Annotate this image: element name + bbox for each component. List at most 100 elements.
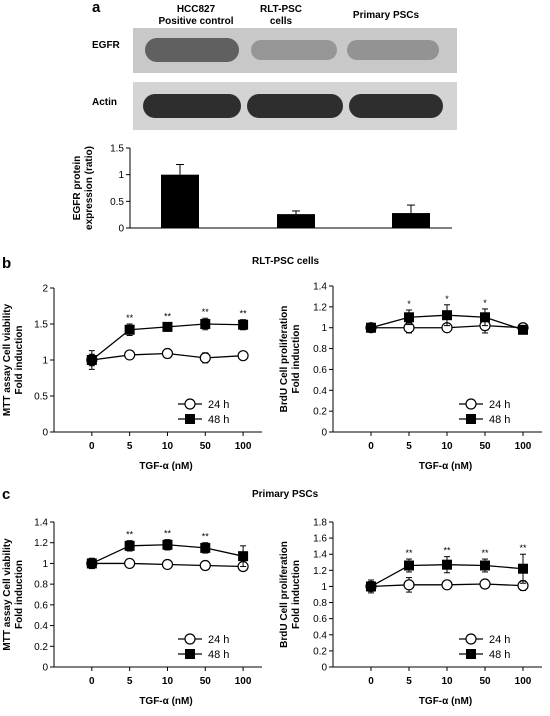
y-tick-label: 0.8 [34, 580, 48, 591]
y-tick-label: 1 [42, 356, 48, 367]
x-tick-label: 0 [89, 441, 95, 452]
primary-brdu-chart: 0 0.2 0.4 0.6 0.8 1 1.2 1.4 1.6 1.8 0 5 10 50 100 TGF-α… [279, 518, 542, 707]
y-axis-label: MTT assay Cell viabilityFold induction [2, 538, 25, 651]
panel-b-letter: b [2, 255, 12, 272]
y-tick-label: 0.2 [313, 646, 327, 657]
y-tick-label: 0.2 [313, 407, 327, 418]
x-tick-label: 50 [479, 676, 491, 687]
y-tick-label: 2 [42, 284, 48, 295]
x-tick-label: 5 [406, 441, 412, 452]
y-tick-label: 0.5 [34, 392, 48, 403]
point-circle [479, 578, 491, 590]
point-square [162, 539, 173, 550]
significance-marker: * [483, 298, 487, 308]
y-tick-label: 0.2 [34, 642, 48, 653]
y-tick-label: 0.6 [313, 614, 327, 625]
rlt-mtt-chart: 0 0.5 1 1.5 2 0 5 10 50 100 TGF-α (nM) MTT assay Ce… [2, 284, 262, 472]
y-tick-label: 1.5 [34, 320, 48, 331]
x-axis-label: TGF-α (nM) [419, 461, 472, 472]
y-tick-label: 1 [118, 170, 124, 181]
significance-marker: ** [202, 532, 210, 542]
y-tick-label: 1 [321, 323, 327, 334]
x-tick-label: 100 [515, 676, 532, 687]
y-tick-label: 0 [321, 428, 327, 439]
point-square [86, 558, 97, 569]
y-tick-label: 1 [42, 559, 48, 570]
y-tick-label: 0 [42, 663, 48, 674]
y-axis-label: EGFR proteinexpression (ratio) [72, 146, 95, 230]
y-tick-label: 0.8 [313, 598, 327, 609]
y-tick-label: 1.5 [110, 144, 124, 155]
y-tick-label: 0 [42, 428, 48, 439]
lane-label-primary-pscs: Primary PSCs [352, 10, 420, 21]
point-circle [441, 579, 453, 591]
lane-label-hcc827: HCC827 Positive control [158, 4, 234, 27]
point-square [200, 319, 211, 329]
legend-label: 24 h [208, 634, 229, 646]
x-tick-label: 50 [200, 441, 212, 452]
point-circle [237, 350, 249, 362]
rlt-brdu-chart: 0 0.2 0.4 0.6 0.8 1 1.2 1.4 0 5 10 50 100 TGF-α (nM) B… [279, 282, 542, 472]
legend-marker-circle [184, 633, 196, 645]
x-tick-label: 50 [200, 676, 212, 687]
significance-marker: ** [481, 548, 489, 558]
significance-marker: ** [126, 530, 134, 540]
y-tick-label: 1.6 [313, 534, 327, 545]
egfr-blot [133, 28, 457, 73]
significance-marker: ** [519, 543, 527, 553]
legend-marker-circle [465, 633, 477, 645]
y-tick-label: 1.2 [313, 302, 327, 313]
y-axis-label: BrdU Cell proliferationFold induction [279, 306, 302, 413]
x-tick-label: 100 [235, 676, 252, 687]
point-circle [161, 558, 174, 571]
legend-marker-square [185, 649, 195, 659]
legend-label: 48 h [208, 414, 229, 426]
legend-label: 48 h [208, 649, 229, 661]
legend-label: 24 h [208, 399, 229, 411]
actin-band-primary-pscs [349, 94, 443, 118]
x-tick-label: 10 [162, 676, 174, 687]
blot-label-egfr: EGFR [92, 40, 120, 51]
y-axis-label: MTT assay Cell viabilityFold induction [2, 303, 25, 416]
point-square [442, 310, 452, 321]
point-circle [124, 349, 136, 361]
legend-label: 24 h [489, 399, 510, 411]
y-tick-label: 1.4 [313, 282, 327, 293]
y-tick-label: 0.8 [313, 344, 327, 355]
legend-marker-square [466, 414, 476, 424]
point-square [238, 551, 249, 562]
y-tick-label: 0.5 [110, 197, 124, 208]
significance-marker: ** [202, 307, 210, 317]
point-square [124, 324, 135, 335]
point-square [442, 559, 452, 570]
actin-band-rlt-psc [247, 94, 343, 118]
egfr-band-primary-pscs [347, 40, 439, 60]
significance-marker: ** [164, 529, 172, 539]
lane-label-rlt-psc: RLT-PSC cells [259, 4, 303, 27]
point-square [162, 321, 173, 332]
x-tick-label: 10 [441, 441, 453, 452]
blot-label-actin: Actin [92, 97, 117, 108]
significance-marker: ** [443, 546, 451, 556]
panel-b-title: RLT-PSC cells [252, 256, 320, 267]
legend-marker-circle [465, 398, 477, 410]
point-square [518, 563, 528, 574]
x-tick-label: 100 [515, 441, 532, 452]
legend-label: 24 h [489, 634, 510, 646]
y-axis-label: BrdU Cell proliferationFold induction [279, 541, 302, 648]
legend-marker-square [466, 649, 476, 659]
point-square [366, 322, 376, 333]
x-tick-label: 5 [127, 676, 133, 687]
y-tick-label: 1.8 [313, 518, 327, 529]
significance-marker: * [407, 299, 411, 309]
y-tick-label: 0 [321, 663, 327, 674]
x-axis-label: TGF-α (nM) [139, 696, 192, 707]
y-tick-label: 0.6 [34, 600, 48, 611]
y-tick-label: 0.6 [313, 365, 327, 376]
panel-c-letter: c [2, 486, 11, 503]
point-square [404, 560, 414, 571]
significance-marker: ** [164, 312, 172, 322]
actin-band-hcc827 [143, 94, 241, 118]
primary-mtt-chart: 0 0.2 0.4 0.6 0.8 1 1.2 1.4 0 5 10 50 100 TGF-α (nM) M… [2, 518, 262, 707]
y-tick-label: 1.4 [34, 518, 48, 529]
